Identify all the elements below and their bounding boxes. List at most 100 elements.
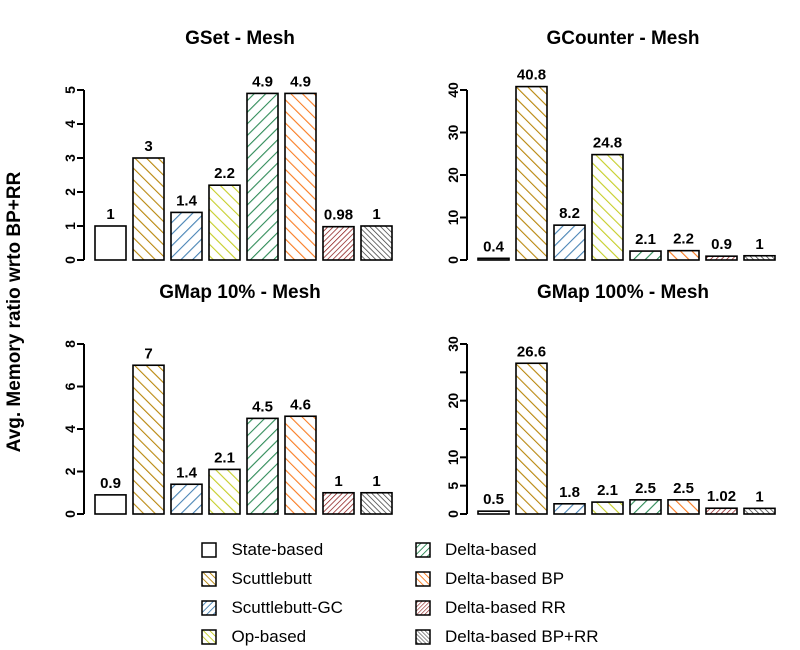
legend-swatch-icon (201, 600, 218, 616)
bar-5 (246, 92, 279, 261)
legend-label: Scuttlebutt (231, 569, 312, 588)
legend-swatch-icon (415, 571, 431, 587)
bar-5 (246, 417, 279, 515)
legend-swatch-icon (415, 542, 431, 558)
legend-item: State-based (201, 540, 343, 560)
bar-value-label: 3 (144, 138, 152, 155)
bar-value-label: 0.4 (483, 238, 505, 255)
bar-8 (360, 491, 393, 515)
bar-6 (284, 92, 317, 261)
bar-value-label: 2.1 (597, 482, 618, 499)
legend-item: Delta-based BP+RR (415, 627, 599, 647)
bar-value-label: 4.9 (290, 73, 311, 90)
bar-8 (360, 225, 393, 261)
bar-value-label: 26.6 (517, 343, 546, 360)
y-tick-label: 20 (445, 167, 461, 183)
y-tick-label: 3 (62, 154, 78, 162)
bar-3 (553, 503, 586, 515)
bar-7 (705, 507, 738, 515)
legend-swatch-icon (415, 600, 431, 616)
y-tick-label: 4 (62, 120, 78, 128)
bar-6 (284, 415, 317, 515)
bar-value-label: 2.1 (214, 449, 235, 466)
bar-value-label: 0.98 (324, 207, 353, 224)
bar-4 (208, 184, 241, 261)
bar-value-label: 4.6 (290, 396, 311, 413)
legend-swatch-icon (415, 629, 431, 645)
y-tick-label: 5 (62, 86, 78, 94)
y-axis-label: Avg. Memory ratio wrto BP+RR (4, 171, 25, 453)
y-tick-label: 2 (62, 188, 78, 196)
bar-7 (322, 491, 355, 515)
bar-7 (705, 255, 738, 261)
bar-value-label: 0.9 (100, 475, 121, 492)
legend-label: Delta-based RR (444, 598, 566, 617)
y-tick-label: 2 (62, 467, 78, 475)
bar-8 (743, 507, 776, 515)
bar-6 (667, 499, 700, 515)
bar-3 (553, 224, 586, 261)
legend-item: Scuttlebutt-GC (201, 598, 343, 618)
bar-value-label: 2.1 (635, 231, 656, 248)
bar-3 (170, 483, 203, 515)
bar-5 (629, 250, 662, 261)
legend-item: Scuttlebutt (201, 569, 343, 589)
bar-1 (94, 225, 127, 261)
chart-canvas-gmap10: 0 2 4 6 8 0.9 7 1.4 2.1 4.5 4.6 1 1 (62, 340, 393, 518)
y-tick-label: 40 (445, 82, 461, 98)
bar-value-label: 1 (755, 236, 763, 253)
bar-7 (322, 225, 355, 261)
y-tick-label: 6 (62, 382, 78, 390)
bar-value-label: 1 (372, 206, 380, 223)
y-tick-label: 0 (445, 510, 461, 518)
legend-column-1: State-based Scuttlebutt Scuttlebutt-GC Op-b… (201, 540, 343, 647)
legend-label: Op-based (231, 627, 307, 646)
bar-6 (667, 249, 700, 261)
plots-grid: GSet - Mesh 0 1 2 3 4 5 1 3 1.4 2.2 4.9 4.9 0.98 1 GC… (34, 18, 800, 532)
legend-label: State-based (231, 540, 324, 559)
bar-value-label: 2.5 (673, 480, 694, 497)
bar-1 (477, 257, 510, 261)
bar-3 (170, 211, 203, 261)
y-tick-label: 0 (62, 510, 78, 518)
y-tick-label: 0 (445, 256, 461, 264)
plot-title-gcounter: GCounter - Mesh (546, 28, 700, 49)
bar-value-label: 1 (372, 473, 380, 490)
bar-value-label: 4.9 (252, 73, 273, 90)
bar-4 (591, 153, 624, 261)
legend-label: Scuttlebutt-GC (231, 598, 343, 617)
legend: State-based Scuttlebutt Scuttlebutt-GC Op-b… (0, 540, 800, 647)
legend-item: Delta-based RR (415, 598, 599, 618)
y-tick-label: 1 (62, 222, 78, 230)
bar-value-label: 1 (334, 473, 342, 490)
legend-swatch-icon (201, 571, 218, 587)
bar-4 (591, 501, 624, 515)
bar-4 (208, 468, 241, 515)
y-tick-label: 10 (445, 210, 461, 226)
chart-canvas-gset: 0 1 2 3 4 5 1 3 1.4 2.2 4.9 4.9 0.98 1 (62, 73, 393, 264)
bar-value-label: 2.5 (635, 480, 656, 497)
bar-2 (515, 362, 548, 515)
plot-title-gset: GSet - Mesh (185, 28, 295, 49)
bar-value-label: 1.4 (176, 192, 198, 209)
bar-5 (629, 499, 662, 515)
legend-item: Delta-based BP (415, 569, 599, 589)
legend-swatch-icon (201, 542, 218, 558)
bar-value-label: 1.4 (176, 464, 198, 481)
bar-value-label: 4.5 (252, 398, 273, 415)
bar-1 (477, 510, 510, 515)
bar-value-label: 7 (144, 345, 152, 362)
bar-value-label: 24.8 (593, 135, 622, 152)
legend-label: Delta-based BP+RR (444, 627, 599, 646)
bar-value-label: 0.5 (483, 491, 504, 508)
subplot-gmap100-mesh: GMap 100% - Mesh 0 5 10 20 30 0.5 26.6 1.8 2.1 2.… (417, 278, 800, 532)
bar-value-label: 2.2 (214, 165, 235, 182)
bar-value-label: 40.8 (517, 67, 546, 84)
legend-swatch-icon (201, 629, 218, 645)
chart-canvas-gcounter: 0 10 20 30 40 0.4 40.8 8.2 24.8 2.1 2.2 0.9 1 (445, 67, 776, 264)
y-tick-label: 4 (62, 425, 78, 433)
bar-2 (132, 364, 165, 515)
bar-value-label: 1.8 (559, 484, 580, 501)
bar-value-label: 1 (106, 206, 114, 223)
y-tick-label: 10 (445, 449, 461, 465)
